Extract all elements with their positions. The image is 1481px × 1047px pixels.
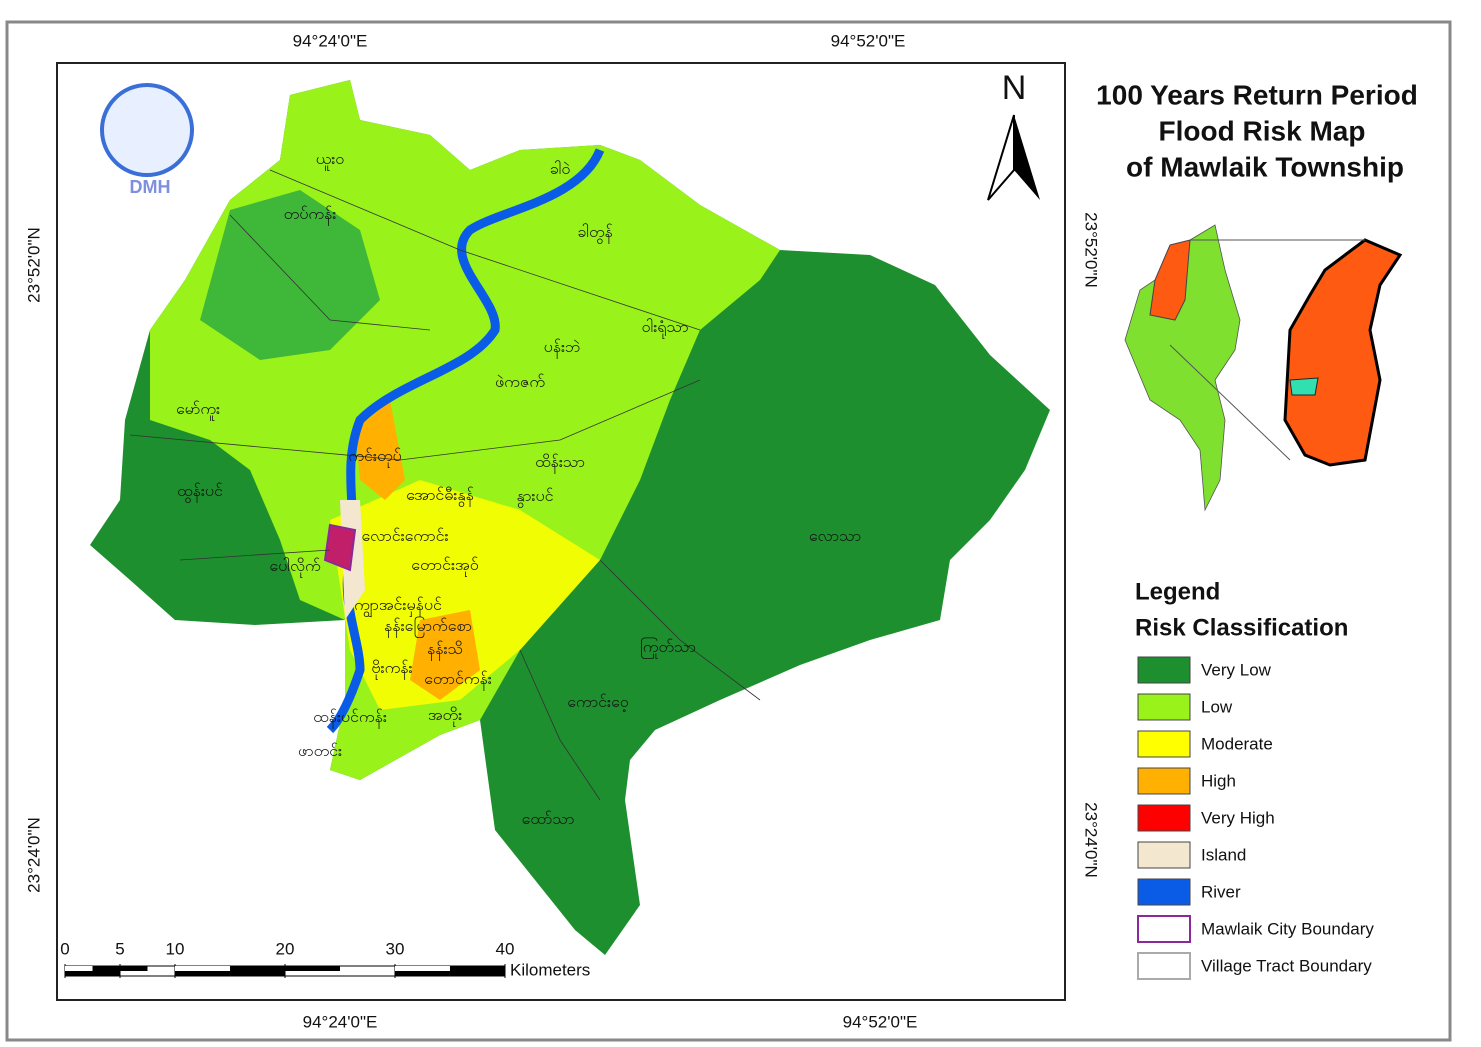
title-line: 100 Years Return Period [1096, 79, 1418, 110]
coord-label: 23°24'0"N [24, 817, 43, 893]
village-label: ဝါးရုံသာ [641, 318, 688, 339]
village-label: ထွန်းပင် [177, 482, 223, 503]
legend-title: Legend [1135, 578, 1220, 605]
coord-label: 23°24'0"N [1082, 802, 1101, 878]
village-label: နွားပင် [517, 487, 554, 508]
coord-label: 94°52'0"E [843, 1012, 918, 1031]
scale-bar: 0 5 10 20 30 40 [60, 939, 514, 978]
north-arrow [1014, 115, 1040, 200]
village-label: ကျွာအင်းမှန်ပင် [354, 596, 442, 618]
scale-segment [285, 966, 340, 971]
legend-subtitle: Risk Classification [1135, 614, 1348, 641]
scale-tick-label: 0 [60, 939, 69, 958]
legend-label: Very High [1201, 808, 1275, 827]
legend-swatch [1137, 656, 1191, 684]
coord-label: 94°24'0"E [293, 31, 368, 50]
scale-tick-label: 20 [276, 939, 295, 958]
coord-label: 23°52'0"N [24, 227, 43, 303]
legend-swatch [1137, 767, 1191, 795]
north-arrow [987, 114, 1015, 201]
village-label: ထိန်းသာ [535, 453, 585, 474]
village-label: တပ်ကန်း [284, 205, 337, 226]
village-labels: ယူးဝ ခါဝဲတပ်ကန်းခါတွန်ဝါးရုံသာပန်းဘဲဖဲကဇက… [176, 151, 861, 828]
scale-segment [175, 966, 230, 971]
legend-label: Moderate [1201, 734, 1273, 753]
legend-swatch [1137, 693, 1191, 721]
village-label: မော်ကူး [176, 400, 220, 421]
high-area [355, 400, 480, 700]
city-boundary [323, 523, 357, 572]
tract-lines [129, 169, 761, 801]
village-label: ကြုတ်သာ [640, 637, 696, 659]
legend-swatch [1137, 878, 1191, 906]
forest-patch [200, 190, 380, 360]
village-label: ဖာတင်း [298, 742, 342, 760]
village-label: ထော်သာ [522, 810, 575, 828]
village-label: အောင်ဓီးနွန် [406, 486, 474, 507]
title-line: of Mawlaik Township [1126, 151, 1404, 182]
legend-label: River [1201, 882, 1241, 901]
village-label: လောင်းကောင်း [361, 527, 448, 545]
village-label: ဖဲကဇက် [495, 373, 545, 391]
logo-circle [100, 83, 194, 177]
scale-unit: Kilometers [510, 960, 590, 979]
legend-swatch [1137, 915, 1191, 943]
village-label: ပေါလိုက် [269, 557, 321, 578]
scale-segment [395, 966, 450, 971]
coord-label: 94°52'0"E [831, 31, 906, 50]
legend-swatch [1137, 952, 1191, 980]
title-line: Flood Risk Map [1159, 115, 1366, 146]
legend-label: Very Low [1201, 660, 1272, 679]
village-label: ခါဝဲ [550, 160, 571, 178]
scale-tick-label: 40 [496, 939, 515, 958]
scale-segment [120, 966, 148, 971]
scale-segment [65, 966, 93, 971]
village-label: ခါတွန် [577, 223, 613, 244]
legend-swatch [1137, 841, 1191, 869]
village-label: နန်းမြောက်စော [384, 616, 472, 638]
village-label: ကောင်းဝေ့ [567, 693, 629, 712]
scale-tick-label: 30 [386, 939, 405, 958]
scale-tick-label: 10 [166, 939, 185, 958]
village-label: နန်းသိ [427, 640, 463, 661]
north-label: N [1002, 69, 1027, 107]
legend-label: Village Tract Boundary [1201, 956, 1372, 975]
village-label: ကင်းတုပ် [348, 447, 401, 468]
coord-label: 23°52'0"N [1082, 212, 1101, 288]
scale-tick-label: 5 [115, 939, 124, 958]
village-label: ထန်းပင်ကန်း [313, 708, 387, 729]
logo-text: DMH [130, 177, 171, 197]
village-label: ယူးဝ [316, 151, 345, 171]
village-label: လောသာ [809, 528, 861, 545]
legend-label: Mawlaik City Boundary [1201, 919, 1374, 938]
legend-swatch [1137, 730, 1191, 758]
legend-label: High [1201, 771, 1236, 790]
legend: Very Low Low Moderate High Very High Island Ri… [1137, 656, 1374, 980]
inset-map [1124, 224, 1403, 512]
coord-label: 94°24'0"E [303, 1012, 378, 1031]
legend-label: Low [1201, 697, 1233, 716]
village-label: ဗိုးကန်း [371, 659, 412, 680]
village-label: တောင်းအုဝ် [411, 556, 479, 577]
legend-label: Island [1201, 845, 1246, 864]
village-label: ပန်းဘဲ [544, 338, 581, 359]
legend-swatch [1137, 804, 1191, 832]
village-label: အတိုး [428, 706, 462, 727]
village-label: တောင်ကန်း [424, 670, 492, 691]
river [326, 148, 605, 734]
moderate-area [330, 480, 600, 710]
